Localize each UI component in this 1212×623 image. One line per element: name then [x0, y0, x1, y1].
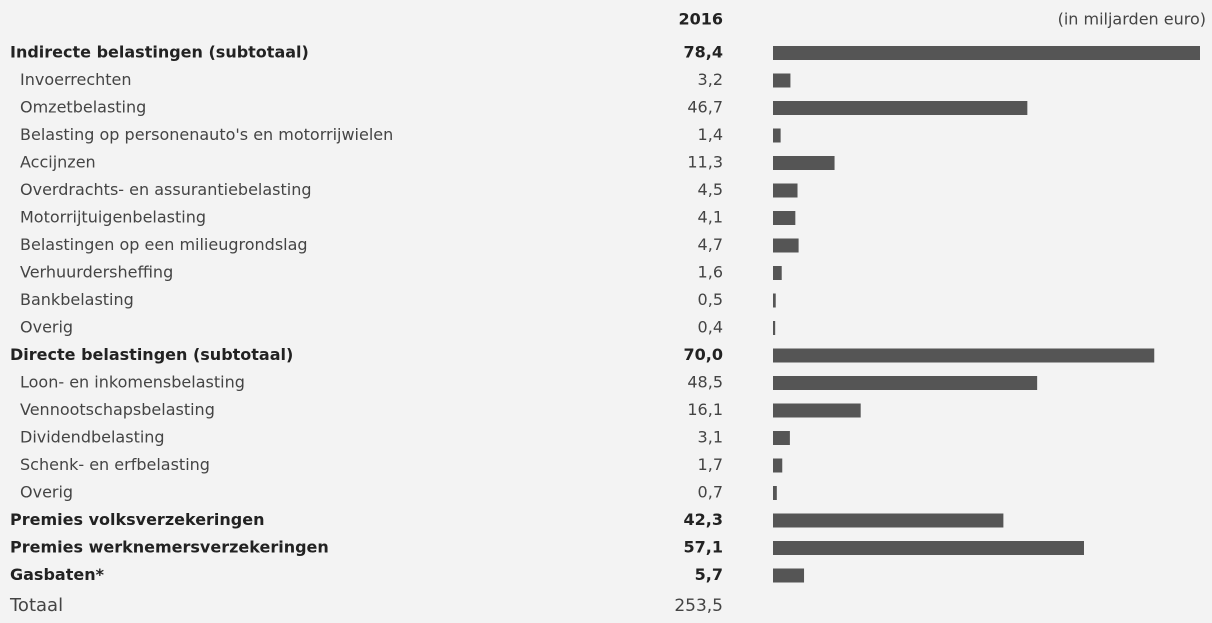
unit-label: (in miljarden euro)	[1058, 10, 1206, 29]
row-label: Dividendbelasting	[20, 428, 165, 447]
bar	[773, 321, 776, 335]
bar	[773, 513, 1004, 528]
value-label: 4,1	[698, 208, 723, 227]
row-label: Indirecte belastingen (subtotaal)	[10, 43, 309, 62]
value-label: 46,7	[687, 98, 723, 117]
bar	[773, 486, 777, 500]
row-label: Directe belastingen (subtotaal)	[10, 345, 293, 364]
value-label: 4,5	[698, 180, 723, 199]
bar	[773, 376, 1038, 390]
bar	[773, 156, 835, 170]
value-label: 11,3	[687, 153, 723, 172]
value-label: 57,1	[684, 538, 723, 557]
row-label: Schenk- en erfbelasting	[20, 455, 210, 474]
row-label: Bankbelasting	[20, 290, 134, 309]
bar	[773, 211, 796, 225]
bar	[773, 458, 783, 473]
row-label: Belastingen op een milieugrondslag	[20, 235, 308, 254]
row-label: Gasbaten*	[10, 565, 105, 584]
row-label: Verhuurdersheffing	[20, 263, 173, 282]
value-label: 78,4	[684, 43, 723, 62]
row-label: Premies werknemersverzekeringen	[10, 538, 329, 557]
bar	[773, 568, 805, 583]
value-label: 1,4	[698, 125, 723, 144]
row-label: Overig	[20, 318, 73, 337]
row-label: Motorrijtuigenbelasting	[20, 208, 206, 227]
total-label: Totaal	[9, 595, 63, 616]
value-label: 42,3	[684, 510, 723, 529]
bar	[773, 183, 798, 198]
bar	[773, 293, 776, 308]
bar	[773, 238, 799, 253]
bar	[773, 46, 1200, 60]
total-value: 253,5	[674, 596, 723, 616]
row-label: Vennootschapsbelasting	[20, 400, 215, 419]
bar	[773, 431, 790, 445]
value-label: 1,6	[698, 263, 723, 282]
value-label: 16,1	[687, 400, 723, 419]
value-label: 3,2	[698, 70, 723, 89]
value-label: 0,7	[698, 483, 723, 502]
value-label: 48,5	[687, 373, 723, 392]
column-header: 2016	[678, 10, 723, 29]
bar	[773, 101, 1028, 115]
value-label: 0,4	[698, 318, 723, 337]
bar	[773, 128, 781, 143]
bar	[773, 348, 1155, 363]
value-label: 70,0	[684, 345, 723, 364]
value-label: 4,7	[698, 235, 723, 254]
bar	[773, 266, 782, 280]
row-label: Overig	[20, 483, 73, 502]
bar	[773, 73, 791, 88]
row-label: Omzetbelasting	[20, 98, 146, 117]
row-label: Premies volksverzekeringen	[10, 510, 265, 529]
value-label: 5,7	[695, 565, 723, 584]
row-label: Belasting op personenauto's en motorrijw…	[20, 125, 393, 144]
row-label: Loon- en inkomensbelasting	[20, 373, 245, 392]
value-label: 1,7	[698, 455, 723, 474]
value-label: 0,5	[698, 290, 723, 309]
row-label: Invoerrechten	[20, 70, 132, 89]
row-label: Accijnzen	[20, 153, 96, 172]
row-label: Overdrachts- en assurantiebelasting	[20, 180, 312, 199]
value-label: 3,1	[698, 428, 723, 447]
bar	[773, 403, 861, 418]
bar	[773, 541, 1084, 555]
